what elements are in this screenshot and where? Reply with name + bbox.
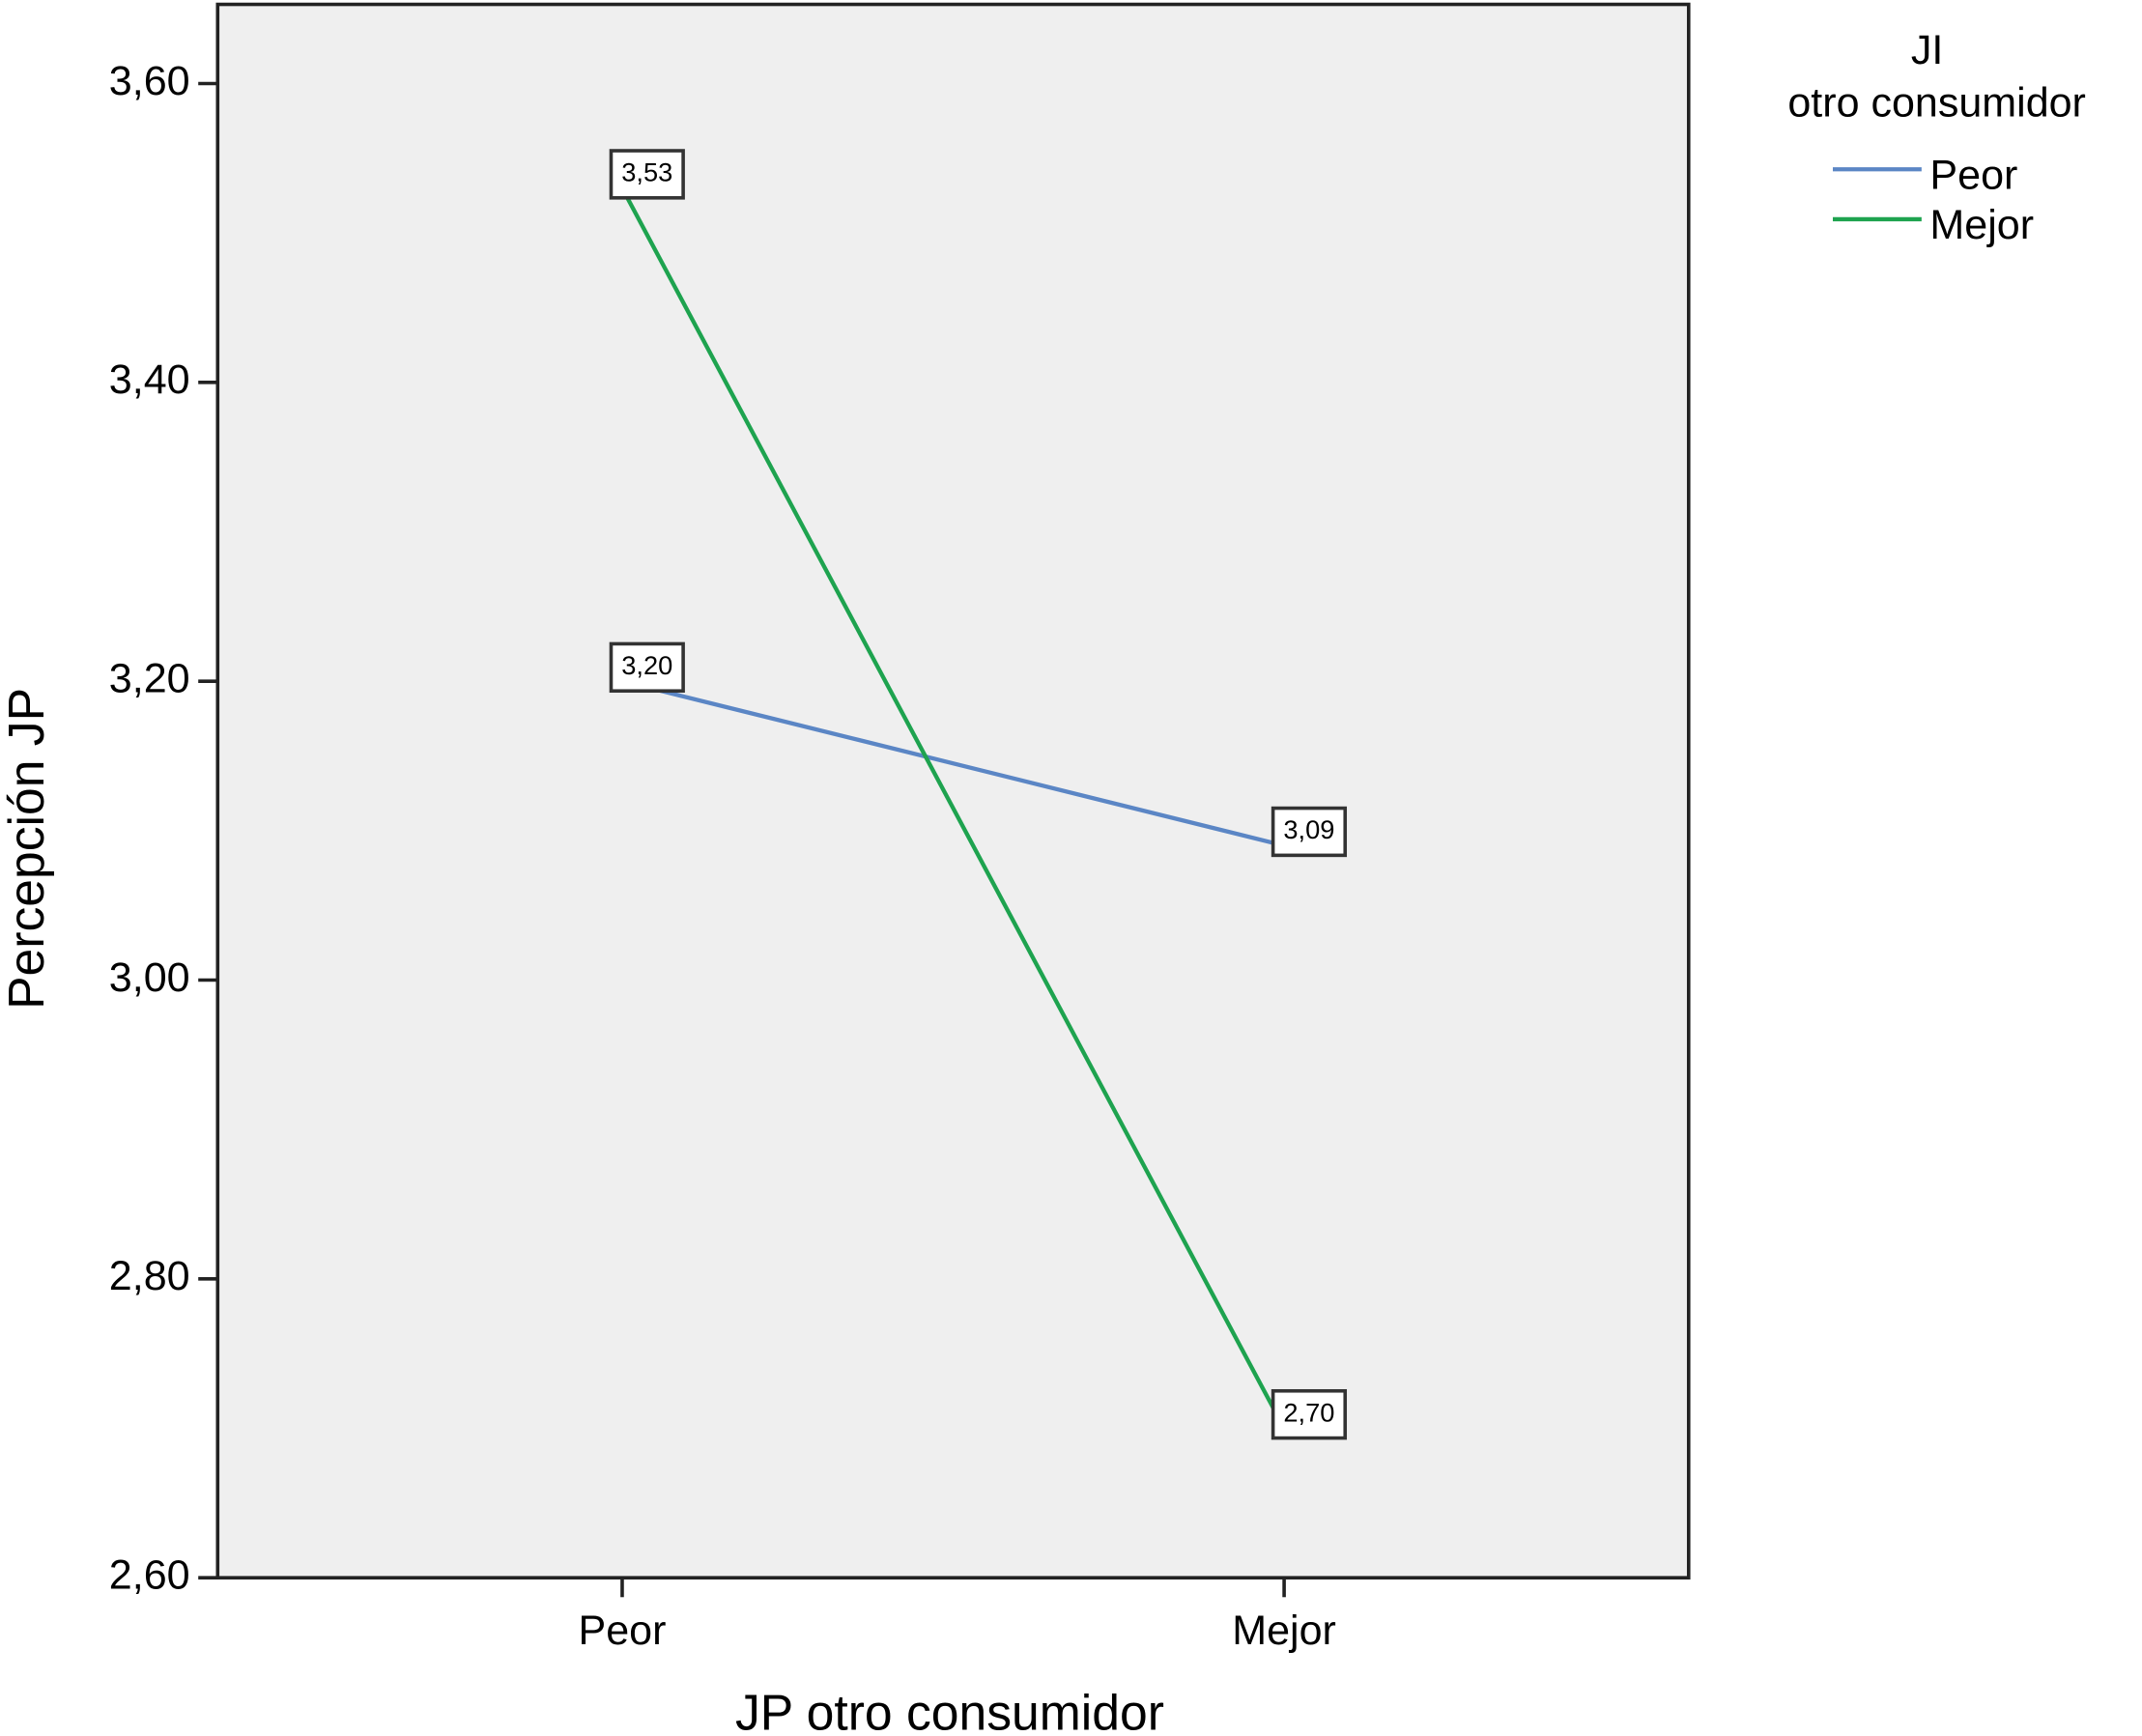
data-label: 3,20 bbox=[621, 650, 672, 680]
series-line bbox=[621, 679, 1285, 848]
data-label: 2,70 bbox=[1283, 1397, 1334, 1427]
x-tick-label: Mejor bbox=[1232, 1608, 1336, 1654]
data-label: 3,53 bbox=[621, 157, 672, 187]
x-axis-label: JP otro consumidor bbox=[735, 1684, 1164, 1736]
y-tick-label: 3,00 bbox=[109, 954, 190, 1001]
data-label: 3,09 bbox=[1283, 814, 1334, 844]
y-tick-label: 2,60 bbox=[109, 1552, 190, 1599]
legend-label: Peor bbox=[1929, 152, 2017, 198]
legend-title: JI bbox=[1911, 27, 1943, 73]
y-tick-label: 3,60 bbox=[109, 58, 190, 104]
legend-label: Mejor bbox=[1929, 202, 2034, 248]
data-label-box bbox=[609, 149, 685, 200]
y-tick-label: 3,20 bbox=[109, 656, 190, 702]
legend-title: otro consumidor bbox=[1787, 80, 2086, 127]
y-tick-label: 2,80 bbox=[109, 1253, 190, 1299]
plot-area bbox=[215, 2, 1691, 1579]
data-label-box bbox=[1271, 1388, 1348, 1440]
data-label-box bbox=[609, 641, 685, 694]
data-label-box bbox=[1271, 806, 1348, 858]
x-tick-label: Peor bbox=[579, 1608, 667, 1654]
y-tick-label: 3,40 bbox=[109, 356, 190, 403]
y-axis-label: Percepción JP bbox=[0, 688, 54, 1010]
series-line bbox=[620, 186, 1286, 1430]
